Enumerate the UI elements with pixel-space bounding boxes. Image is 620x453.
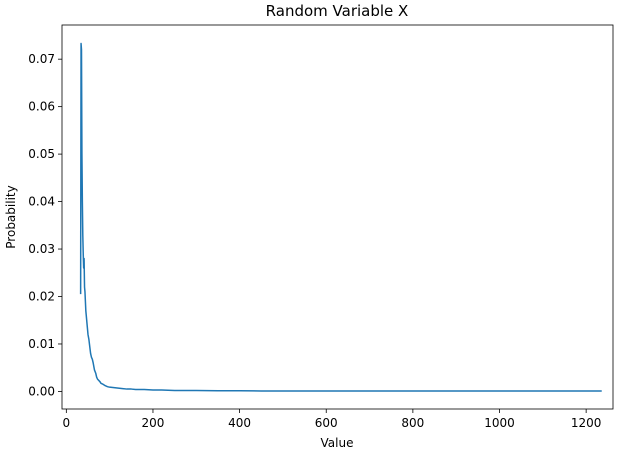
y-tick-label: 0.02 [28, 290, 55, 304]
x-tick-label: 0 [63, 416, 71, 430]
x-tick-label: 400 [228, 416, 251, 430]
x-axis-label: Value [321, 436, 354, 450]
x-axis: 0 200 400 600 800 1000 1200 [63, 409, 602, 430]
y-axis-label: Probability [4, 185, 18, 248]
y-tick-label: 0.03 [28, 242, 55, 256]
y-tick-label: 0.00 [28, 384, 55, 398]
y-axis: 0.00 0.01 0.02 0.03 0.04 0.05 0.06 0.07 [28, 52, 62, 398]
y-tick-label: 0.01 [28, 337, 55, 351]
chart-title: Random Variable X [266, 2, 409, 20]
x-tick-label: 1000 [484, 416, 515, 430]
y-tick-label: 0.05 [28, 147, 55, 161]
y-tick-label: 0.06 [28, 100, 55, 114]
plot-area [62, 25, 613, 409]
plot-border [61, 24, 614, 410]
y-tick-label: 0.04 [28, 195, 55, 209]
x-tick-label: 200 [142, 416, 165, 430]
x-tick-label: 1200 [571, 416, 602, 430]
series-line [79, 42, 602, 392]
x-tick-label: 600 [315, 416, 338, 430]
y-tick-label: 0.07 [28, 52, 55, 66]
x-tick-label: 800 [401, 416, 424, 430]
